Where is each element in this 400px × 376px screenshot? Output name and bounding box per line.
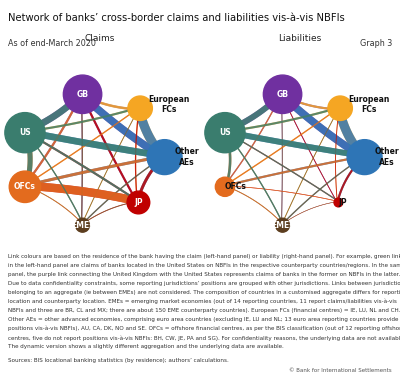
Text: belonging to an aggregate (ie between EMEs) are not considered. The composition : belonging to an aggregate (ie between EM…	[8, 290, 400, 295]
Text: European
FCs: European FCs	[348, 95, 389, 114]
Text: Other AEs = other advanced economies, comprising euro area countries (excluding : Other AEs = other advanced economies, co…	[8, 317, 398, 322]
Text: Due to data confidentiality constraints, some reporting jurisdictions’ positions: Due to data confidentiality constraints,…	[8, 281, 400, 286]
Text: GB: GB	[276, 90, 288, 99]
Circle shape	[205, 112, 245, 153]
Circle shape	[5, 112, 45, 153]
Text: US: US	[219, 128, 231, 137]
Text: The dynamic version shows a slightly different aggregation and the underlying da: The dynamic version shows a slightly dif…	[8, 344, 284, 349]
Text: © Bank for International Settlements: © Bank for International Settlements	[289, 368, 392, 373]
Text: EMEs: EMEs	[71, 221, 94, 230]
Text: Other
AEs: Other AEs	[174, 147, 199, 167]
Text: European
FCs: European FCs	[148, 95, 189, 114]
Text: positions vis-à-vis NBFIs), AU, CA, DK, NO and SE. OFCs = offshore financial cen: positions vis-à-vis NBFIs), AU, CA, DK, …	[8, 326, 400, 332]
Text: US: US	[19, 128, 31, 137]
Circle shape	[276, 218, 290, 232]
Text: Link colours are based on the residence of the bank having the claim (left-hand : Link colours are based on the residence …	[8, 254, 400, 259]
Circle shape	[215, 177, 234, 196]
Text: Sources: BIS locational banking statistics (by residence); authors’ calculations: Sources: BIS locational banking statisti…	[8, 358, 229, 362]
Circle shape	[76, 218, 90, 232]
Circle shape	[347, 139, 382, 174]
Text: GB: GB	[76, 90, 88, 99]
Text: centres, five do not report positions vis-à-vis NBFIs: BH, CW, JE, PA and SG). F: centres, five do not report positions vi…	[8, 335, 400, 341]
Text: EMEs: EMEs	[271, 221, 294, 230]
Text: panel, the purple link connecting the United Kingdom with the United States repr: panel, the purple link connecting the Un…	[8, 272, 400, 277]
Circle shape	[334, 198, 343, 207]
Circle shape	[63, 75, 102, 114]
Circle shape	[127, 191, 150, 214]
Circle shape	[128, 96, 152, 120]
Text: location and counterparty location. EMEs = emerging market economies (out of 14 : location and counterparty location. EMEs…	[8, 299, 397, 305]
Circle shape	[328, 96, 352, 120]
Circle shape	[147, 139, 182, 174]
Text: Claims: Claims	[85, 34, 115, 43]
Text: in the left-hand panel are claims of banks located in the United States on NBFIs: in the left-hand panel are claims of ban…	[8, 263, 400, 268]
Text: JP: JP	[134, 198, 143, 207]
Text: OFCs: OFCs	[14, 182, 36, 191]
Text: Graph 3: Graph 3	[360, 39, 392, 49]
Text: Network of banks’ cross-border claims and liabilities vis-à-vis NBFIs: Network of banks’ cross-border claims an…	[8, 13, 345, 23]
Circle shape	[9, 171, 41, 203]
Circle shape	[263, 75, 302, 114]
Text: As of end-March 2020: As of end-March 2020	[8, 39, 96, 49]
Text: JP: JP	[338, 198, 347, 207]
Text: OFCs: OFCs	[225, 182, 247, 191]
Text: NBFIs and three are BR, CL and MX; there are about 150 EME counterparty countrie: NBFIs and three are BR, CL and MX; there…	[8, 308, 400, 313]
Text: Other
AEs: Other AEs	[374, 147, 399, 167]
Text: Liabilities: Liabilities	[278, 34, 322, 43]
